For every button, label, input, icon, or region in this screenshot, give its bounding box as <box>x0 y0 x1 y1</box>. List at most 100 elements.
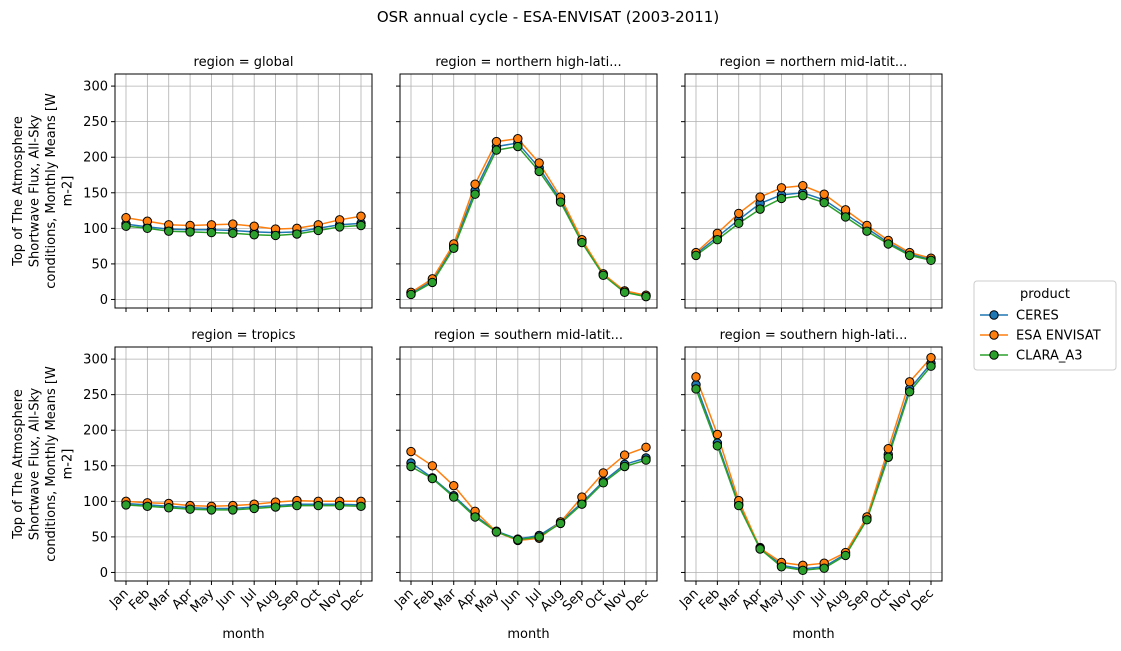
data-point <box>619 461 630 472</box>
data-point <box>228 219 238 229</box>
data-point <box>449 243 459 253</box>
x-tick-label: Dec <box>338 586 366 614</box>
data-point <box>513 535 523 545</box>
y-axis-label-line: conditions, Monthly Means [W <box>44 93 59 289</box>
y-axis-label-line: Shortwave Flux, All-Sky <box>28 114 43 267</box>
x-tick-label: Jun <box>783 586 809 612</box>
panel-4: region = tropics050100150200250300JanFeb… <box>83 328 373 642</box>
data-point <box>926 255 936 266</box>
data-point <box>755 544 765 554</box>
data-point <box>641 455 651 465</box>
y-axis-label-line: m-2] <box>61 449 76 480</box>
y-tick-label: 150 <box>83 459 108 474</box>
data-point <box>356 220 366 231</box>
data-point <box>491 145 502 155</box>
panel-title: region = northern high-lati... <box>435 55 621 70</box>
panel-frame <box>399 73 658 309</box>
data-point <box>334 500 345 511</box>
data-point <box>712 429 723 440</box>
x-axis-label: month <box>222 627 264 642</box>
series-line <box>410 142 647 297</box>
data-point <box>142 501 153 512</box>
data-point <box>819 563 829 573</box>
panel-6: region = southern high-lati...JanFebMarA… <box>676 328 943 642</box>
panel-frame <box>684 73 943 309</box>
data-point <box>491 527 502 537</box>
legend-marker <box>989 330 999 340</box>
data-point <box>164 503 174 513</box>
data-point <box>691 372 701 382</box>
data-point <box>164 226 174 236</box>
y-axis-label: Top of The Atmosphere Shortwave Flux, All… <box>11 366 76 562</box>
x-tick-label: Jan <box>391 586 416 611</box>
legend-label: CERES <box>1016 309 1059 324</box>
y-axis-label-line: Shortwave Flux, All-Sky <box>28 387 43 540</box>
data-point <box>206 505 217 515</box>
series-line <box>695 365 932 572</box>
x-tick-label: Jan <box>676 586 701 611</box>
y-tick-label: 250 <box>83 115 108 130</box>
data-point <box>734 500 744 511</box>
x-tick-label: Jun <box>213 586 239 612</box>
data-point <box>534 158 544 168</box>
y-tick-label: 200 <box>83 151 108 166</box>
legend-title: product <box>1020 287 1070 302</box>
panel-1: region = global 0 50 100 150 200 250 300 <box>83 55 373 312</box>
panel-2: region = northern high-lati... <box>396 55 658 312</box>
data-point <box>356 501 366 512</box>
legend-frame <box>973 280 1117 371</box>
data-point <box>904 387 915 397</box>
data-point <box>734 208 744 219</box>
panel-frame <box>684 346 943 582</box>
x-axis-label: month <box>507 627 549 642</box>
data-point <box>121 500 131 510</box>
data-point <box>926 352 936 363</box>
data-point <box>776 183 787 193</box>
data-point <box>862 515 872 525</box>
data-point <box>206 220 217 230</box>
data-point <box>292 229 302 239</box>
data-point <box>228 505 238 515</box>
x-tick-label: Dec <box>908 586 936 614</box>
chart-title: OSR annual cycle - ESA-ENVISAT (2003-201… <box>377 8 719 26</box>
data-point <box>121 221 131 231</box>
data-point <box>555 197 566 207</box>
data-point <box>313 225 323 236</box>
data-point <box>883 239 893 249</box>
panel-frame <box>399 346 658 582</box>
series-line <box>410 457 647 540</box>
data-point <box>121 212 131 223</box>
y-axis-labels: Top of The Atmosphere Shortwave Flux, All… <box>11 93 76 562</box>
data-point <box>534 166 544 177</box>
data-point <box>270 230 281 241</box>
data-point <box>270 502 281 512</box>
data-point <box>470 179 480 189</box>
y-tick-label: 150 <box>83 186 108 201</box>
legend-label: ESA ENVISAT <box>1016 329 1101 344</box>
y-tick-label: 250 <box>83 388 108 403</box>
data-point <box>470 512 480 522</box>
data-point <box>776 562 787 572</box>
data-point <box>406 461 416 472</box>
y-axis-label-line: conditions, Monthly Means [W <box>44 366 59 562</box>
data-point <box>228 228 238 239</box>
data-point <box>755 204 765 214</box>
data-point <box>427 277 438 288</box>
panel-title: region = southern high-lati... <box>720 328 908 343</box>
legend-label: CLARA_A3 <box>1016 349 1083 364</box>
panel-title: region = tropics <box>191 328 295 343</box>
legend-marker <box>989 350 999 360</box>
series-line <box>410 459 647 541</box>
panel-3: region = northern mid-latit... <box>681 55 943 312</box>
data-point <box>840 212 851 222</box>
data-point <box>249 221 259 231</box>
data-point <box>619 450 630 460</box>
data-point <box>904 250 915 261</box>
panel-frame <box>114 346 373 582</box>
data-point <box>406 446 416 457</box>
data-point <box>691 250 701 261</box>
data-point <box>249 230 259 240</box>
data-point <box>313 500 323 511</box>
data-point <box>427 461 438 471</box>
